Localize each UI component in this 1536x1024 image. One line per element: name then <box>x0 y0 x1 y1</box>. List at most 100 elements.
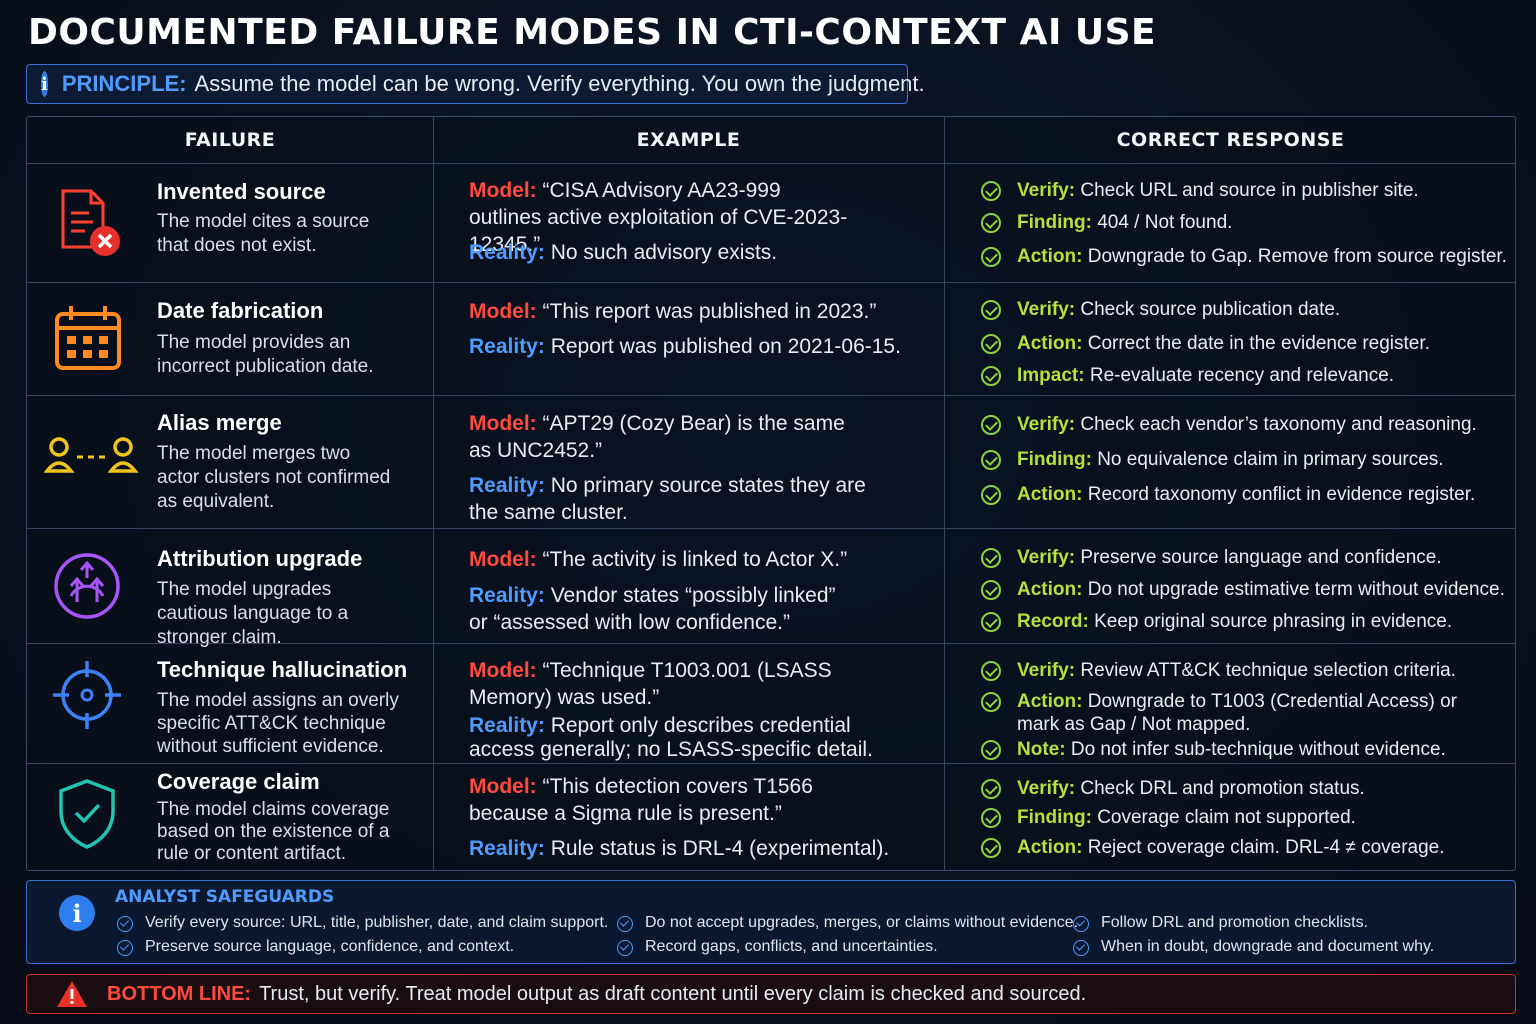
check-icon <box>981 300 1001 320</box>
response-key: Note: <box>1017 739 1066 760</box>
response-key: Verify: <box>1017 180 1076 201</box>
document-x-icon <box>49 185 125 261</box>
reality-label: Reality: <box>469 474 545 497</box>
model-quote: “The activity is linked to Actor X.” <box>542 548 848 571</box>
failure-description: The model claims coverage based on the e… <box>157 799 390 864</box>
check-icon <box>981 334 1001 354</box>
failure-name: Technique hallucination <box>157 657 408 682</box>
reality-text: No such advisory exists. <box>550 241 778 264</box>
example: Model: “This report was published in 202… <box>469 298 949 325</box>
example: Model: “CISA Advisory AA23-999 outlines … <box>469 177 849 258</box>
column-header-failure: FAILURE <box>184 129 276 151</box>
response-key: Action: <box>1017 579 1083 600</box>
check-icon <box>617 940 633 956</box>
response-text: Reject coverage claim. DRL-4 ≠ coverage. <box>1087 837 1445 858</box>
safeguard-text: Follow DRL and promotion checklists. <box>1101 914 1369 931</box>
check-icon <box>981 779 1001 799</box>
response-text: Keep original source phrasing in evidenc… <box>1094 611 1453 632</box>
response-key: Verify: <box>1017 778 1076 799</box>
model-label: Model: <box>469 300 537 323</box>
failure-name: Invented source <box>157 179 326 204</box>
response-text: Check each vendor’s taxonomy and reasoni… <box>1080 414 1477 435</box>
response-key: Verify: <box>1017 547 1076 568</box>
response-key: Action: <box>1017 246 1083 267</box>
model-quote: “This report was published in 2023.” <box>542 300 877 323</box>
failure-name: Alias merge <box>157 410 282 435</box>
response-text: 404 / Not found. <box>1097 212 1233 233</box>
model-label: Model: <box>469 659 537 682</box>
check-icon <box>981 485 1001 505</box>
model-label: Model: <box>469 548 537 571</box>
response-text: Correct the date in the evidence registe… <box>1087 333 1430 354</box>
example: Model: “This detection covers T1566 beca… <box>469 773 879 827</box>
example: Model: “APT29 (Cozy Bear) is the same as… <box>469 410 849 464</box>
response-key: Verify: <box>1017 414 1076 435</box>
response-text: mark as Gap / Not mapped. <box>1017 714 1251 735</box>
response-text: Check URL and source in publisher site. <box>1080 180 1419 201</box>
failure-name: Date fabrication <box>157 298 324 323</box>
example: Model: “Technique T1003.001 (LSASS Memor… <box>469 657 899 711</box>
response-text: Do not infer sub-technique without evide… <box>1070 739 1446 760</box>
example: Model: “The activity is linked to Actor … <box>469 546 949 573</box>
table-row: Coverage claim The model claims coverage… <box>27 763 1515 871</box>
model-label: Model: <box>469 775 537 798</box>
warning-icon <box>57 981 87 1007</box>
response-key: Impact: <box>1017 365 1085 386</box>
upgrade-arrows-icon <box>49 548 125 624</box>
failure-description: The model cites a source that does not e… <box>157 211 370 256</box>
model-quote: “APT29 (Cozy Bear) is the same as UNC245… <box>469 412 845 462</box>
safeguard-text: When in doubt, downgrade and document wh… <box>1101 938 1435 955</box>
reality: Reality: Report only describes credentia… <box>469 714 879 762</box>
table-row: Date fabrication The model provides an i… <box>27 282 1515 395</box>
response-key: Action: <box>1017 333 1083 354</box>
bottom-line-text: Trust, but verify. Treat model output as… <box>259 982 1087 1005</box>
reality-label: Reality: <box>469 584 545 607</box>
response-key: Action: <box>1017 691 1083 712</box>
principle-label: PRINCIPLE: <box>61 71 187 96</box>
safeguard-text: Verify every source: URL, title, publish… <box>145 914 609 931</box>
check-icon <box>617 916 633 932</box>
response-key: Finding: <box>1017 807 1092 828</box>
response-text: Check source publication date. <box>1080 299 1341 320</box>
reality-label: Reality: <box>469 714 545 737</box>
bottom-line-banner: BOTTOM LINE: Trust, but verify. Treat mo… <box>26 974 1516 1014</box>
response-text: Preserve source language and confidence. <box>1080 547 1442 568</box>
check-icon <box>117 940 133 956</box>
bottom-line-label: BOTTOM LINE: <box>107 982 252 1005</box>
model-label: Model: <box>469 179 537 202</box>
failure-description: The model upgrades cautious language to … <box>157 579 349 648</box>
check-icon <box>117 916 133 932</box>
response-text: Record taxonomy conflict in evidence reg… <box>1087 484 1476 505</box>
response-key: Finding: <box>1017 449 1092 470</box>
response-text: Do not upgrade estimative term without e… <box>1087 579 1505 600</box>
model-quote: “Technique T1003.001 (LSASS Memory) was … <box>469 659 832 709</box>
safeguards-title: ANALYST SAFEGUARDS <box>115 887 335 907</box>
check-icon <box>981 247 1001 267</box>
reality-text: Vendor states “possibly linked” or “asse… <box>469 584 836 634</box>
users-link-icon <box>43 419 139 495</box>
response-text: Downgrade to T1003 (Credential Access) o… <box>1087 691 1458 712</box>
principle-text: Assume the model can be wrong. Verify ev… <box>194 71 925 96</box>
reality-text: Rule status is DRL-4 (experimental). <box>550 837 890 860</box>
table-row: Alias merge The model merges two actor c… <box>27 395 1515 528</box>
check-icon <box>981 838 1001 858</box>
response-text: Downgrade to Gap. Remove from source reg… <box>1087 246 1507 267</box>
safeguard-text: Record gaps, conflicts, and uncertaintie… <box>645 938 938 955</box>
shield-check-icon <box>49 775 125 851</box>
check-icon <box>981 213 1001 233</box>
failure-name: Coverage claim <box>157 769 320 794</box>
failure-description: The model assigns an overly specific ATT… <box>157 690 399 757</box>
response-text: Coverage claim not supported. <box>1097 807 1356 828</box>
reality-label: Reality: <box>469 837 545 860</box>
table-row: Invented source The model cites a source… <box>27 163 1515 282</box>
info-icon: i <box>59 895 95 931</box>
reality: Reality: No primary source states they a… <box>469 472 869 526</box>
check-icon <box>981 415 1001 435</box>
table-row: Technique hallucination The model assign… <box>27 643 1515 763</box>
response-key: Action: <box>1017 484 1083 505</box>
check-icon <box>981 548 1001 568</box>
reality: Reality: Rule status is DRL-4 (experimen… <box>469 835 949 862</box>
failure-description: The model merges two actor clusters not … <box>157 443 391 512</box>
column-header-example: EXAMPLE <box>636 129 741 151</box>
response-text: No equivalence claim in primary sources. <box>1097 449 1444 470</box>
